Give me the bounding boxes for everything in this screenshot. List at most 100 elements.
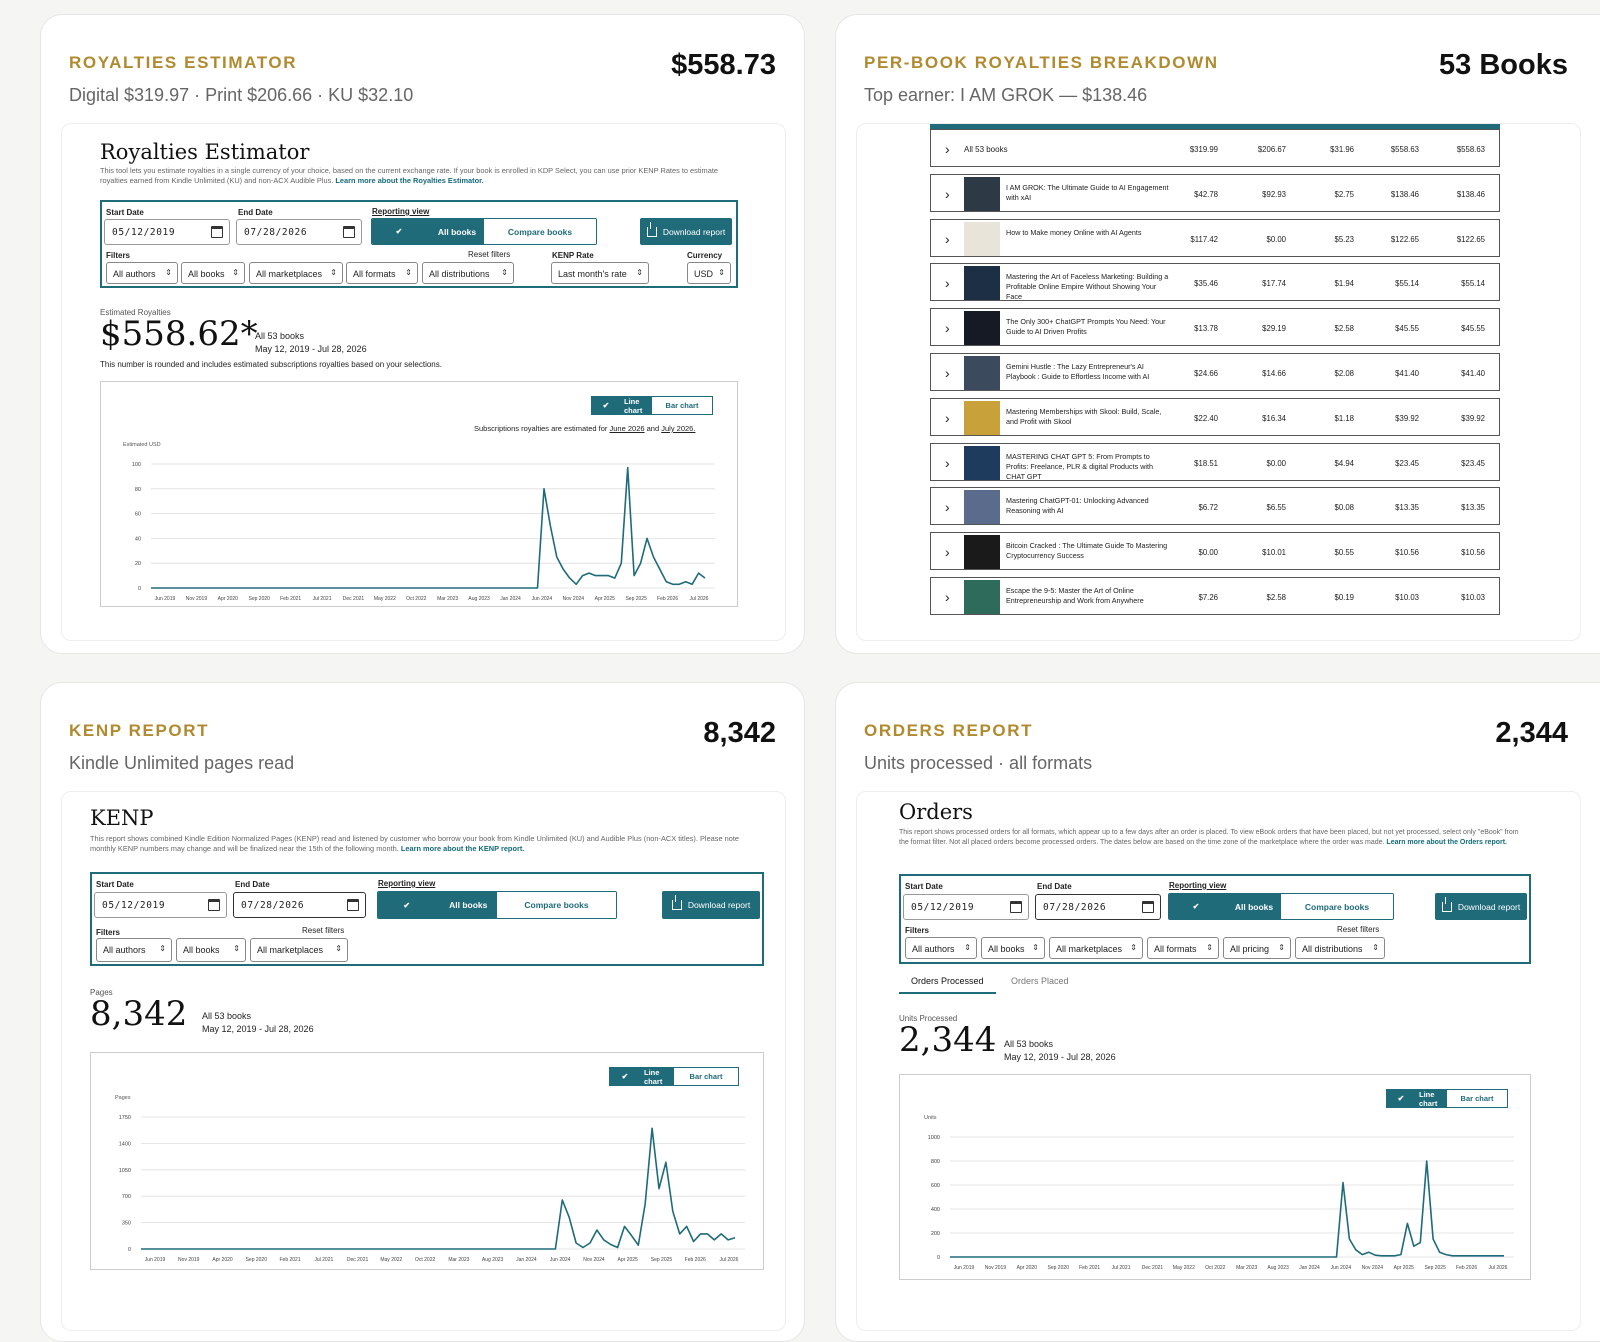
authors-filter[interactable]: All authors ⇕	[905, 937, 977, 959]
chevron-right-icon[interactable]: ›	[945, 499, 950, 516]
book-title[interactable]: The Only 300+ ChatGPT Prompts You Need: …	[1006, 317, 1166, 337]
note-month-link[interactable]: June 2026	[609, 424, 645, 433]
books-filter[interactable]: All books ⇕	[181, 262, 245, 284]
royalty-cell: $206.67	[1257, 145, 1286, 154]
book-title[interactable]: Bitcoin Cracked : The Ultimate Guide To …	[1006, 541, 1168, 561]
book-title[interactable]: Escape the 9-5: Master the Art of Online…	[1006, 586, 1144, 605]
chart-type-toggle[interactable]: ✔ Line chart Bar chart	[591, 396, 713, 415]
download-report-button[interactable]: Download report	[640, 218, 732, 245]
calendar-icon[interactable]	[211, 226, 223, 238]
chart-type-toggle[interactable]: ✔ Line chart Bar chart	[609, 1067, 739, 1086]
calendar-icon[interactable]	[208, 899, 220, 911]
table-row[interactable]: › Mastering ChatGPT-01: Unlocking Advance…	[930, 487, 1500, 526]
end-date-input[interactable]: 07/28/2026	[236, 219, 362, 245]
calendar-icon[interactable]	[1010, 901, 1022, 913]
table-row[interactable]: › How to Make money Online with AI Agents…	[930, 218, 1500, 257]
chevron-right-icon[interactable]: ›	[945, 320, 950, 337]
currency-select[interactable]: USD ⇕	[687, 262, 731, 284]
formats-filter[interactable]: All formats ⇕	[1147, 937, 1219, 959]
chevron-right-icon[interactable]: ›	[945, 409, 950, 426]
book-title[interactable]: MASTERING CHAT GPT 5: From Prompts to Pr…	[1006, 451, 1154, 481]
chart-type-toggle[interactable]: ✔ Line chart Bar chart	[1386, 1089, 1508, 1108]
start-date-input[interactable]: 05/12/2019	[104, 219, 230, 245]
compare-books-option[interactable]: Compare books	[497, 892, 616, 918]
reset-filters-link[interactable]: Reset filters	[1337, 925, 1380, 934]
chevron-right-icon[interactable]: ›	[945, 544, 950, 561]
book-title[interactable]: Mastering the Art of Faceless Marketing:…	[1006, 272, 1169, 302]
bar-chart-option[interactable]: Bar chart	[689, 1072, 723, 1081]
x-tick-label: Nov 2019	[186, 596, 208, 602]
book-title[interactable]: I AM GROK: The Ultimate Guide to AI Enga…	[1006, 182, 1169, 202]
download-report-button[interactable]: Download report	[662, 891, 760, 919]
chevron-right-icon[interactable]: ›	[945, 454, 950, 471]
table-row[interactable]: › The Only 300+ ChatGPT Prompts You Need:…	[930, 308, 1500, 347]
table-row[interactable]: › Gemini Hustle : The Lazy Entrepreneur's…	[930, 353, 1500, 391]
orders-chart-box: ✔ Line chart Bar chart Units 0 200 400 600 800…	[899, 1074, 1531, 1280]
distributions-filter[interactable]: All distributions ⇕	[422, 262, 514, 284]
compare-books-option[interactable]: Compare books	[1281, 894, 1393, 919]
table-row[interactable]: › Mastering Memberships with Skool: Build…	[930, 397, 1500, 436]
authors-filter[interactable]: All authors ⇕	[106, 262, 178, 284]
start-date-input[interactable]: 05/12/2019	[94, 892, 227, 918]
all-books-option[interactable]: ✔ All books	[372, 219, 484, 244]
y-tick-label: 0	[128, 1247, 131, 1253]
calendar-icon[interactable]	[343, 226, 355, 238]
table-row[interactable]: › Bitcoin Cracked : The Ultimate Guide To…	[930, 532, 1500, 571]
marketplaces-filter[interactable]: All marketplaces ⇕	[249, 262, 343, 284]
learn-more-link[interactable]: Learn more about the KENP report.	[400, 844, 525, 853]
pricing-filter[interactable]: All pricing ⇕	[1223, 937, 1291, 959]
note-month-link[interactable]: July 2026.	[661, 424, 696, 433]
chevron-right-icon[interactable]: ›	[945, 141, 950, 157]
bar-chart-option[interactable]: Bar chart	[1460, 1094, 1494, 1103]
line-chart-option[interactable]: ✔ Line chart	[610, 1068, 674, 1086]
distributions-filter[interactable]: All distributions ⇕	[1295, 937, 1385, 959]
start-date-input[interactable]: 05/12/2019	[903, 894, 1029, 920]
book-title[interactable]: All 53 books	[964, 145, 1008, 154]
compare-books-option[interactable]: Compare books	[484, 219, 596, 244]
x-tick-label: Nov 2024	[1362, 1265, 1384, 1271]
calendar-icon[interactable]	[347, 899, 359, 911]
table-row[interactable]: › I AM GROK: The Ultimate Guide to AI Eng…	[930, 173, 1500, 212]
table-row[interactable]: › MASTERING CHAT GPT 5: From Prompts to P…	[930, 442, 1500, 481]
reporting-view-toggle[interactable]: ✔ All books Compare books	[371, 218, 597, 245]
marketplaces-filter[interactable]: All marketplaces ⇕	[250, 938, 348, 962]
learn-more-link[interactable]: Learn more about the Orders report.	[1386, 839, 1508, 846]
line-chart-option[interactable]: ✔ Line chart	[592, 397, 652, 415]
books-filter[interactable]: All books ⇕	[981, 937, 1045, 959]
calendar-icon[interactable]	[1142, 901, 1154, 913]
formats-filter[interactable]: All formats ⇕	[346, 262, 418, 284]
perbook-screenshot: › All 53 books $319.99 $206.67 $31.96 $558.63…	[856, 123, 1581, 641]
chevron-right-icon[interactable]: ›	[945, 275, 950, 292]
chevron-right-icon[interactable]: ›	[945, 589, 950, 605]
summary-row[interactable]: › All 53 books $319.99 $206.67 $31.96 $558.63…	[930, 129, 1500, 167]
book-title[interactable]: Mastering Memberships with Skool: Build,…	[1006, 406, 1162, 426]
books-filter[interactable]: All books ⇕	[176, 938, 246, 962]
reporting-view-toggle[interactable]: ✔ All books Compare books	[1168, 893, 1394, 920]
learn-more-link[interactable]: Learn more about the Royalties Estimator…	[335, 176, 484, 185]
download-report-button[interactable]: Download report	[1435, 893, 1527, 920]
end-date-input[interactable]: 07/28/2026	[233, 892, 366, 918]
book-title[interactable]: Gemini Hustle : The Lazy Entrepreneur's …	[1006, 362, 1150, 381]
line-chart-option[interactable]: ✔ Line chart	[1387, 1090, 1447, 1108]
book-title[interactable]: How to Make money Online with AI Agents	[1006, 227, 1142, 237]
start-date-value: 05/12/2019	[911, 902, 975, 913]
authors-filter[interactable]: All authors ⇕	[96, 938, 172, 962]
chevron-right-icon[interactable]: ›	[945, 185, 950, 202]
reset-filters-link[interactable]: Reset filters	[302, 926, 345, 935]
chevron-right-icon[interactable]: ›	[945, 365, 950, 381]
kenp-rate-select[interactable]: Last month's rate ⇕	[551, 262, 649, 284]
chevron-right-icon[interactable]: ›	[945, 230, 950, 247]
reporting-view-toggle[interactable]: ✔ All books Compare books	[377, 891, 617, 919]
marketplaces-filter[interactable]: All marketplaces ⇕	[1049, 937, 1143, 959]
end-date-input[interactable]: 07/28/2026	[1035, 894, 1161, 920]
table-row[interactable]: › Mastering the Art of Faceless Marketing…	[930, 263, 1500, 302]
bar-chart-option[interactable]: Bar chart	[665, 401, 699, 410]
select-value: All marketplaces	[1056, 944, 1123, 954]
tab-orders-placed[interactable]: Orders Placed	[1011, 976, 1069, 986]
book-title[interactable]: Mastering ChatGPT-01: Unlocking Advanced…	[1006, 496, 1149, 516]
table-row[interactable]: › Escape the 9-5: Master the Art of Onlin…	[930, 577, 1500, 615]
reset-filters-link[interactable]: Reset filters	[468, 250, 511, 259]
tab-orders-processed[interactable]: Orders Processed	[899, 976, 996, 994]
all-books-option[interactable]: ✔ All books	[1169, 894, 1281, 919]
all-books-option[interactable]: ✔ All books	[378, 892, 497, 918]
